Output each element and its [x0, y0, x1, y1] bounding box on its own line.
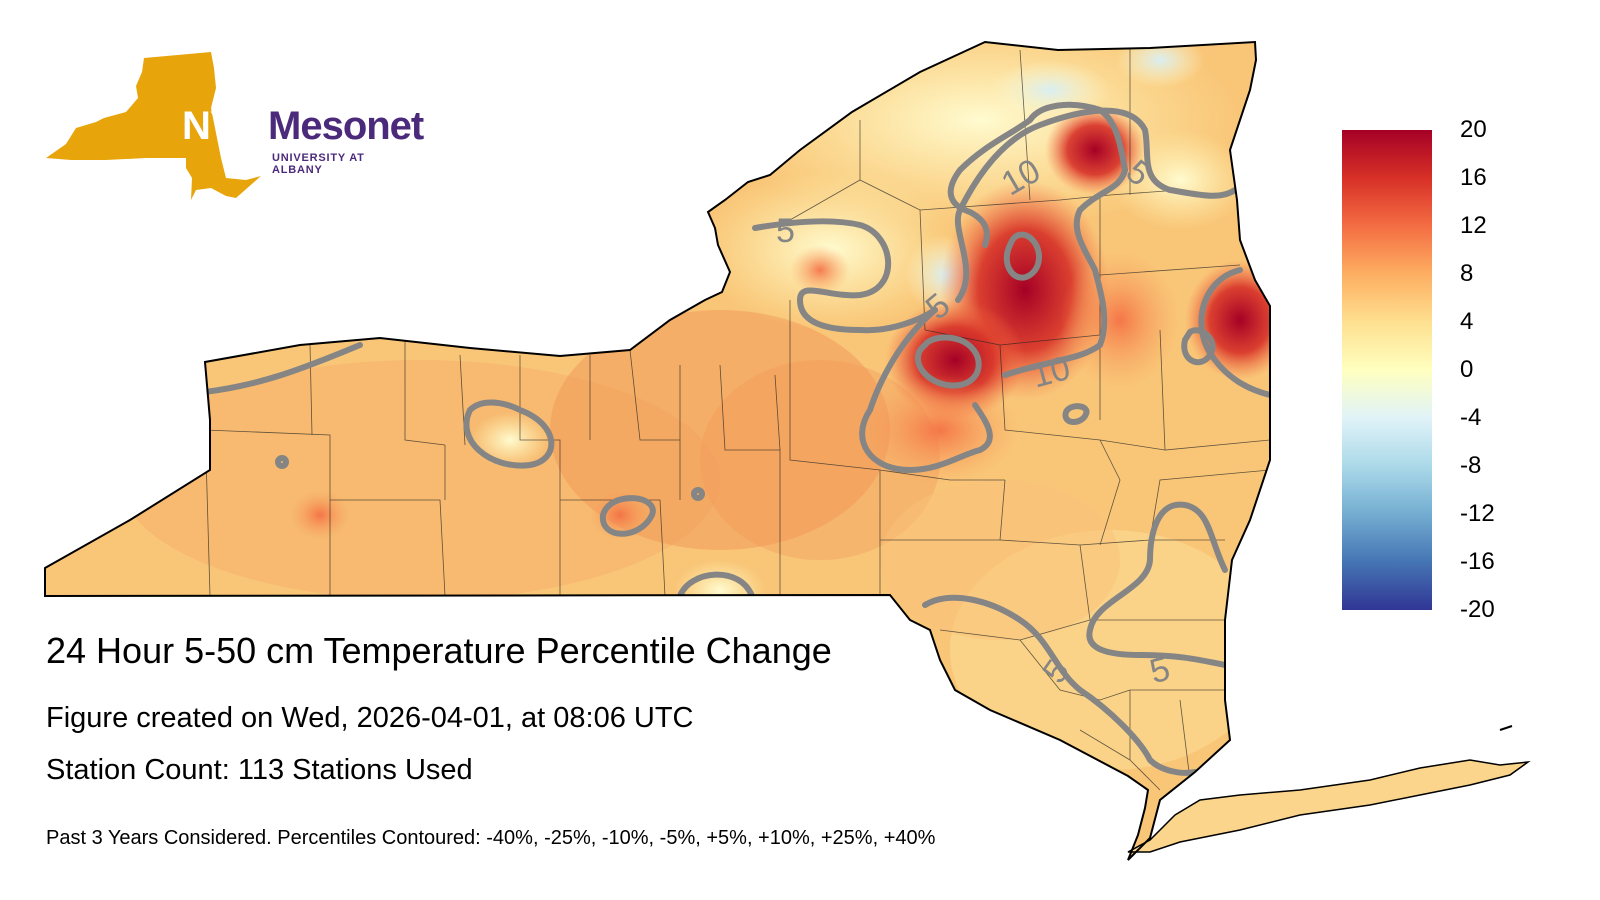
- colorbar: [1342, 130, 1432, 610]
- colorbar-tick-label: -12: [1460, 500, 1495, 527]
- colorbar-tick-label: 16: [1460, 164, 1487, 191]
- colorbar-tick-label: -4: [1460, 404, 1482, 431]
- state-outline: [44, 40, 1271, 861]
- colorbar-tick-label: 0: [1460, 356, 1474, 383]
- colorbar-tick-label: 4: [1460, 308, 1474, 335]
- footnote: Past 3 Years Considered. Percentiles Con…: [46, 827, 936, 849]
- contour-label: 5: [776, 212, 795, 250]
- logo-state-shape: [46, 52, 261, 200]
- colorbar-tick-label: 20: [1460, 116, 1487, 143]
- logo-name: Mesonet: [268, 104, 424, 148]
- logo-subtitle: UNIVERSITY AT ALBANY: [272, 152, 365, 176]
- colorbar-tick-label: 8: [1460, 260, 1474, 287]
- colorbar-ticks: 20 16 12 8 4 0 -4 -8 -12 -16 -20: [1460, 116, 1540, 623]
- colorbar-tick-label: -8: [1460, 452, 1482, 479]
- colorbar-tick-label: 12: [1460, 212, 1487, 239]
- nys-state-shape-icon: [46, 52, 261, 200]
- colorbar-tick-label: -16: [1460, 548, 1495, 575]
- contour-lines: [202, 101, 1270, 776]
- county-lines: [204, 45, 1270, 791]
- nys-mesonet-logo: NYS Mesonet UNIVERSITY AT ALBANY: [46, 48, 424, 208]
- created-timestamp: Figure created on Wed, 2026-04-01, at 08…: [46, 702, 694, 734]
- logo-abbr: NYS: [182, 104, 262, 148]
- map-title: 24 Hour 5-50 cm Temperature Percentile C…: [46, 630, 832, 671]
- long-island: [1127, 759, 1531, 853]
- colorbar-tick-label: -20: [1460, 596, 1495, 623]
- station-count: Station Count: 113 Stations Used: [46, 754, 473, 786]
